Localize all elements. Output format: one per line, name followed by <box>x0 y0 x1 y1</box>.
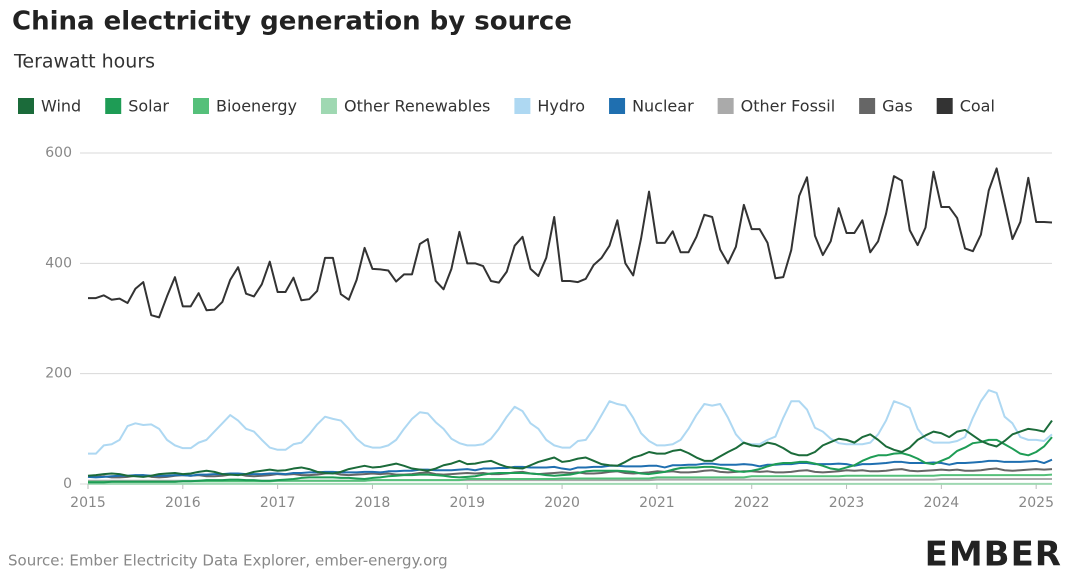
series-line <box>88 436 1053 484</box>
y-tick-label: 200 <box>45 366 72 382</box>
x-tick-label: 2015 <box>70 495 106 511</box>
legend-swatch <box>105 98 122 114</box>
x-tick-label: 2025 <box>1018 495 1054 511</box>
y-tick-label: 0 <box>63 476 72 492</box>
legend-swatch <box>717 98 734 114</box>
x-tick-label: 2017 <box>260 495 296 511</box>
legend-swatch <box>859 98 876 114</box>
legend-label: Hydro <box>537 97 585 116</box>
chart-subtitle: Terawatt hours <box>13 51 155 73</box>
y-tick-label: 400 <box>45 255 72 271</box>
x-tick-label: 2022 <box>734 495 770 511</box>
logo: EMBER <box>925 535 1062 575</box>
legend-label: Bioenergy <box>216 97 297 116</box>
legend-label: Other Renewables <box>344 97 490 116</box>
x-tick-label: 2023 <box>829 495 865 511</box>
legend-label: Coal <box>960 97 995 116</box>
legend-swatch <box>514 98 531 114</box>
series-line <box>88 389 1053 455</box>
source-note: Source: Ember Electricity Data Explorer,… <box>8 552 448 570</box>
x-tick-label: 2024 <box>924 495 960 511</box>
legend-label: Wind <box>41 97 81 116</box>
legend-swatch <box>18 98 34 114</box>
legend-swatch <box>320 98 337 114</box>
legend-swatch <box>193 98 209 114</box>
legend-label: Solar <box>128 97 169 116</box>
x-tick-label: 2018 <box>355 495 391 511</box>
legend-swatch <box>936 98 953 114</box>
legend-swatch <box>609 98 626 114</box>
legend-label: Other Fossil <box>741 97 836 116</box>
x-tick-label: 2016 <box>165 495 201 511</box>
legend-label: Nuclear <box>632 97 694 116</box>
x-tick-label: 2019 <box>449 495 485 511</box>
series-line <box>88 167 1053 319</box>
series-line <box>87 467 1053 479</box>
y-tick-label: 600 <box>45 145 72 161</box>
x-tick-label: 2021 <box>639 495 675 511</box>
legend-label: Gas <box>882 97 913 116</box>
series-line <box>88 473 1053 483</box>
chart-title: China electricity generation by source <box>12 7 572 37</box>
x-tick-label: 2020 <box>544 495 580 511</box>
series-line <box>87 419 1053 478</box>
